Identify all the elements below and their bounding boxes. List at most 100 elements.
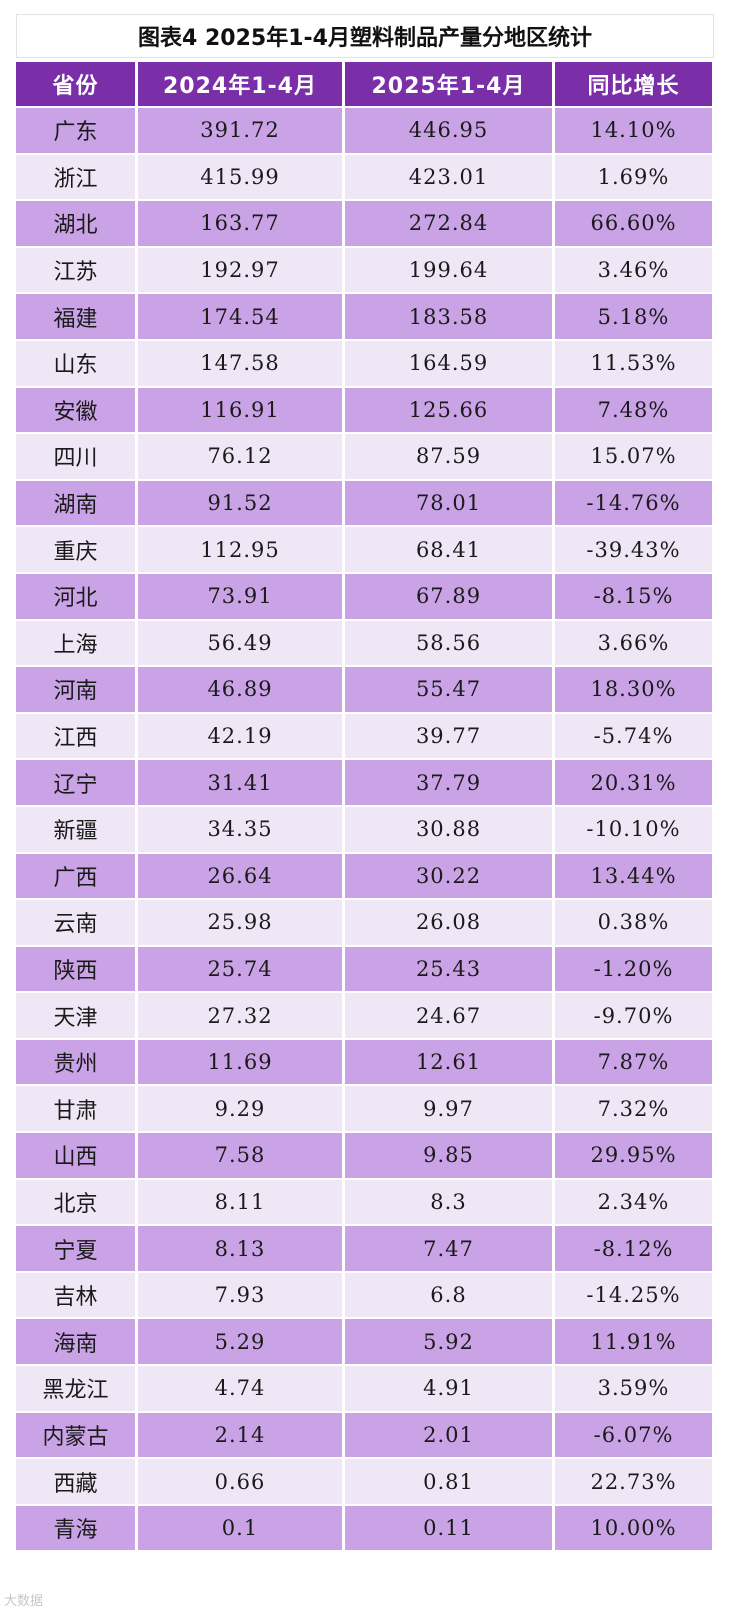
province-cell: 浙江 — [16, 154, 138, 202]
value-2025-cell: 39.77 — [345, 713, 555, 761]
growth-cell: 10.00% — [555, 1505, 712, 1553]
value-2025-cell: 125.66 — [345, 387, 555, 435]
value-2024-cell: 147.58 — [138, 340, 345, 388]
province-cell: 江西 — [16, 713, 138, 761]
value-2025-cell: 87.59 — [345, 434, 555, 481]
value-2024-cell: 192.97 — [138, 247, 345, 295]
value-2024-cell: 7.58 — [138, 1133, 345, 1180]
column-header: 省份 — [16, 62, 138, 108]
growth-cell: 11.91% — [555, 1319, 712, 1367]
growth-cell: 13.44% — [555, 853, 712, 901]
value-2025-cell: 12.61 — [345, 1039, 555, 1087]
table-row: 河南 46.89 55.47 18.30% — [16, 667, 712, 714]
value-2024-cell: 415.99 — [138, 154, 345, 202]
value-2025-cell: 272.84 — [345, 201, 555, 248]
value-2025-cell: 25.43 — [345, 946, 555, 994]
value-2024-cell: 31.41 — [138, 760, 345, 807]
growth-cell: -14.76% — [555, 480, 712, 528]
table-row: 山西 7.58 9.85 29.95% — [16, 1133, 712, 1180]
value-2025-cell: 446.95 — [345, 108, 555, 155]
value-2025-cell: 6.8 — [345, 1272, 555, 1320]
province-cell: 山西 — [16, 1133, 138, 1180]
table-row: 湖北 163.77 272.84 66.60% — [16, 201, 712, 248]
growth-cell: 7.87% — [555, 1039, 712, 1087]
value-2024-cell: 9.29 — [138, 1086, 345, 1134]
growth-cell: 22.73% — [555, 1459, 712, 1506]
province-cell: 广东 — [16, 108, 138, 155]
table-header-row: 省份 2024年1-4月 2025年1-4月 同比增长 — [16, 62, 712, 108]
growth-cell: 14.10% — [555, 108, 712, 155]
province-cell: 四川 — [16, 434, 138, 481]
value-2024-cell: 0.66 — [138, 1459, 345, 1506]
table-row: 山东 147.58 164.59 11.53% — [16, 340, 712, 388]
province-cell: 云南 — [16, 900, 138, 947]
value-2024-cell: 42.19 — [138, 713, 345, 761]
province-cell: 贵州 — [16, 1039, 138, 1087]
table-row: 宁夏 8.13 7.47 -8.12% — [16, 1226, 712, 1273]
growth-cell: -14.25% — [555, 1272, 712, 1320]
growth-cell: -8.12% — [555, 1226, 712, 1273]
growth-cell: 3.46% — [555, 247, 712, 295]
growth-cell: 2.34% — [555, 1179, 712, 1227]
table-row: 安徽 116.91 125.66 7.48% — [16, 387, 712, 435]
table-row: 四川 76.12 87.59 15.07% — [16, 434, 712, 481]
province-cell: 北京 — [16, 1179, 138, 1227]
province-cell: 上海 — [16, 620, 138, 668]
province-cell: 湖南 — [16, 480, 138, 528]
growth-cell: -9.70% — [555, 993, 712, 1040]
value-2025-cell: 68.41 — [345, 527, 555, 574]
table-row: 辽宁 31.41 37.79 20.31% — [16, 760, 712, 807]
growth-cell: 5.18% — [555, 294, 712, 341]
value-2025-cell: 30.88 — [345, 806, 555, 854]
value-2025-cell: 78.01 — [345, 480, 555, 528]
table-row: 江西 42.19 39.77 -5.74% — [16, 713, 712, 761]
growth-cell: -1.20% — [555, 946, 712, 994]
province-cell: 海南 — [16, 1319, 138, 1367]
growth-cell: -6.07% — [555, 1412, 712, 1460]
table-row: 青海 0.1 0.11 10.00% — [16, 1505, 712, 1553]
growth-cell: -5.74% — [555, 713, 712, 761]
value-2025-cell: 9.97 — [345, 1086, 555, 1134]
value-2025-cell: 8.3 — [345, 1179, 555, 1227]
table-row: 陕西 25.74 25.43 -1.20% — [16, 946, 712, 994]
value-2025-cell: 26.08 — [345, 900, 555, 947]
growth-cell: 15.07% — [555, 434, 712, 481]
table-row: 新疆 34.35 30.88 -10.10% — [16, 806, 712, 854]
value-2024-cell: 27.32 — [138, 993, 345, 1040]
table-row: 吉林 7.93 6.8 -14.25% — [16, 1272, 712, 1320]
province-cell: 内蒙古 — [16, 1412, 138, 1460]
value-2025-cell: 0.11 — [345, 1505, 555, 1553]
value-2024-cell: 391.72 — [138, 108, 345, 155]
value-2024-cell: 163.77 — [138, 201, 345, 248]
value-2025-cell: 5.92 — [345, 1319, 555, 1367]
value-2025-cell: 30.22 — [345, 853, 555, 901]
value-2024-cell: 5.29 — [138, 1319, 345, 1367]
province-cell: 山东 — [16, 340, 138, 388]
province-cell: 河北 — [16, 573, 138, 621]
value-2025-cell: 0.81 — [345, 1459, 555, 1506]
table-row: 甘肃 9.29 9.97 7.32% — [16, 1086, 712, 1134]
province-cell: 安徽 — [16, 387, 138, 435]
table-row: 黑龙江 4.74 4.91 3.59% — [16, 1366, 712, 1413]
province-cell: 陕西 — [16, 946, 138, 994]
province-cell: 吉林 — [16, 1272, 138, 1320]
value-2024-cell: 116.91 — [138, 387, 345, 435]
table-row: 福建 174.54 183.58 5.18% — [16, 294, 712, 341]
growth-cell: 18.30% — [555, 667, 712, 714]
column-header: 2024年1-4月 — [138, 62, 345, 108]
value-2024-cell: 73.91 — [138, 573, 345, 621]
value-2024-cell: 91.52 — [138, 480, 345, 528]
province-cell: 西藏 — [16, 1459, 138, 1506]
table-row: 重庆 112.95 68.41 -39.43% — [16, 527, 712, 574]
table-row: 内蒙古 2.14 2.01 -6.07% — [16, 1412, 712, 1460]
province-cell: 新疆 — [16, 806, 138, 854]
value-2024-cell: 76.12 — [138, 434, 345, 481]
province-cell: 广西 — [16, 853, 138, 901]
value-2025-cell: 183.58 — [345, 294, 555, 341]
province-cell: 黑龙江 — [16, 1366, 138, 1413]
value-2024-cell: 8.11 — [138, 1179, 345, 1227]
table-row: 河北 73.91 67.89 -8.15% — [16, 573, 712, 621]
column-header: 同比增长 — [555, 62, 712, 108]
table-row: 西藏 0.66 0.81 22.73% — [16, 1459, 712, 1506]
value-2025-cell: 423.01 — [345, 154, 555, 202]
